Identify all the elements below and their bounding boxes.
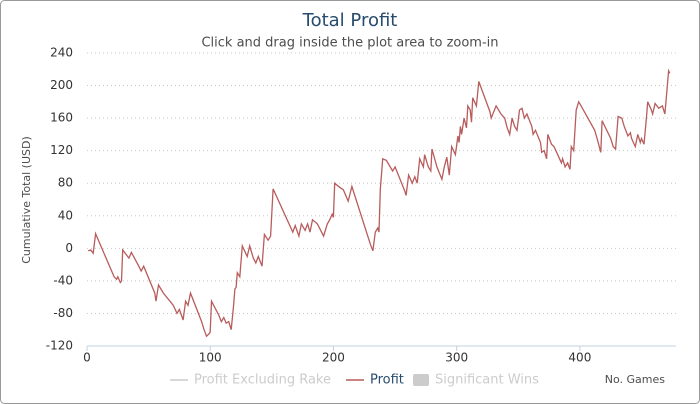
x-tick-label: 400 — [568, 351, 591, 365]
y-tick-label: 0 — [65, 241, 73, 255]
chart-title: Total Profit — [302, 10, 398, 31]
x-tick-label: 0 — [83, 351, 91, 365]
x-axis-label: No. Games — [605, 373, 666, 386]
y-tick-label: 200 — [50, 78, 73, 92]
chart-subtitle: Click and drag inside the plot area to z… — [201, 36, 498, 51]
y-axis-label: Cumulative Total (USD) — [20, 136, 33, 264]
legend-label[interactable]: Profit Excluding Rake — [194, 373, 331, 388]
legend-label[interactable]: Significant Wins — [435, 373, 539, 388]
y-tick-label: 80 — [58, 176, 73, 190]
y-tick-label: 240 — [50, 46, 73, 60]
x-tick-label: 200 — [322, 351, 345, 365]
y-tick-label: 40 — [58, 208, 73, 222]
legend-swatch[interactable] — [413, 374, 429, 386]
x-tick-label: 100 — [199, 351, 222, 365]
y-tick-label: 120 — [50, 143, 73, 157]
y-tick-label: 160 — [50, 111, 73, 125]
y-tick-label: -80 — [53, 306, 73, 320]
y-tick-label: -40 — [53, 273, 73, 287]
y-tick-label: -120 — [46, 339, 73, 353]
legend-label[interactable]: Profit — [370, 373, 404, 388]
profit-line — [88, 68, 671, 338]
x-tick-label: 300 — [445, 351, 468, 365]
